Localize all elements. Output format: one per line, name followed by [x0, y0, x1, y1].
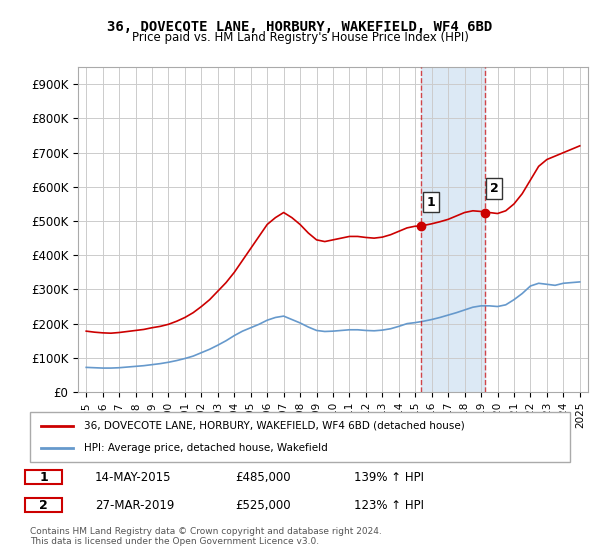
Text: 1: 1	[426, 195, 435, 209]
Text: 14-MAY-2015: 14-MAY-2015	[95, 470, 172, 484]
Text: Contains HM Land Registry data © Crown copyright and database right 2024.
This d: Contains HM Land Registry data © Crown c…	[30, 526, 382, 546]
FancyBboxPatch shape	[25, 470, 62, 484]
Bar	[421, 67, 485, 392]
Text: 27-MAR-2019: 27-MAR-2019	[95, 498, 174, 512]
Text: 36, DOVECOTE LANE, HORBURY, WAKEFIELD, WF4 6BD: 36, DOVECOTE LANE, HORBURY, WAKEFIELD, W…	[107, 20, 493, 34]
Text: Price paid vs. HM Land Registry's House Price Index (HPI): Price paid vs. HM Land Registry's House …	[131, 31, 469, 44]
Text: 1: 1	[39, 470, 48, 484]
Text: £485,000: £485,000	[235, 470, 291, 484]
Text: 123% ↑ HPI: 123% ↑ HPI	[354, 498, 424, 512]
Text: HPI: Average price, detached house, Wakefield: HPI: Average price, detached house, Wake…	[84, 443, 328, 453]
Text: 2: 2	[490, 182, 499, 195]
FancyBboxPatch shape	[25, 498, 62, 512]
Text: 2: 2	[39, 498, 48, 512]
Text: 36, DOVECOTE LANE, HORBURY, WAKEFIELD, WF4 6BD (detached house): 36, DOVECOTE LANE, HORBURY, WAKEFIELD, W…	[84, 421, 465, 431]
FancyBboxPatch shape	[30, 412, 570, 462]
Text: £525,000: £525,000	[235, 498, 291, 512]
Text: 139% ↑ HPI: 139% ↑ HPI	[354, 470, 424, 484]
